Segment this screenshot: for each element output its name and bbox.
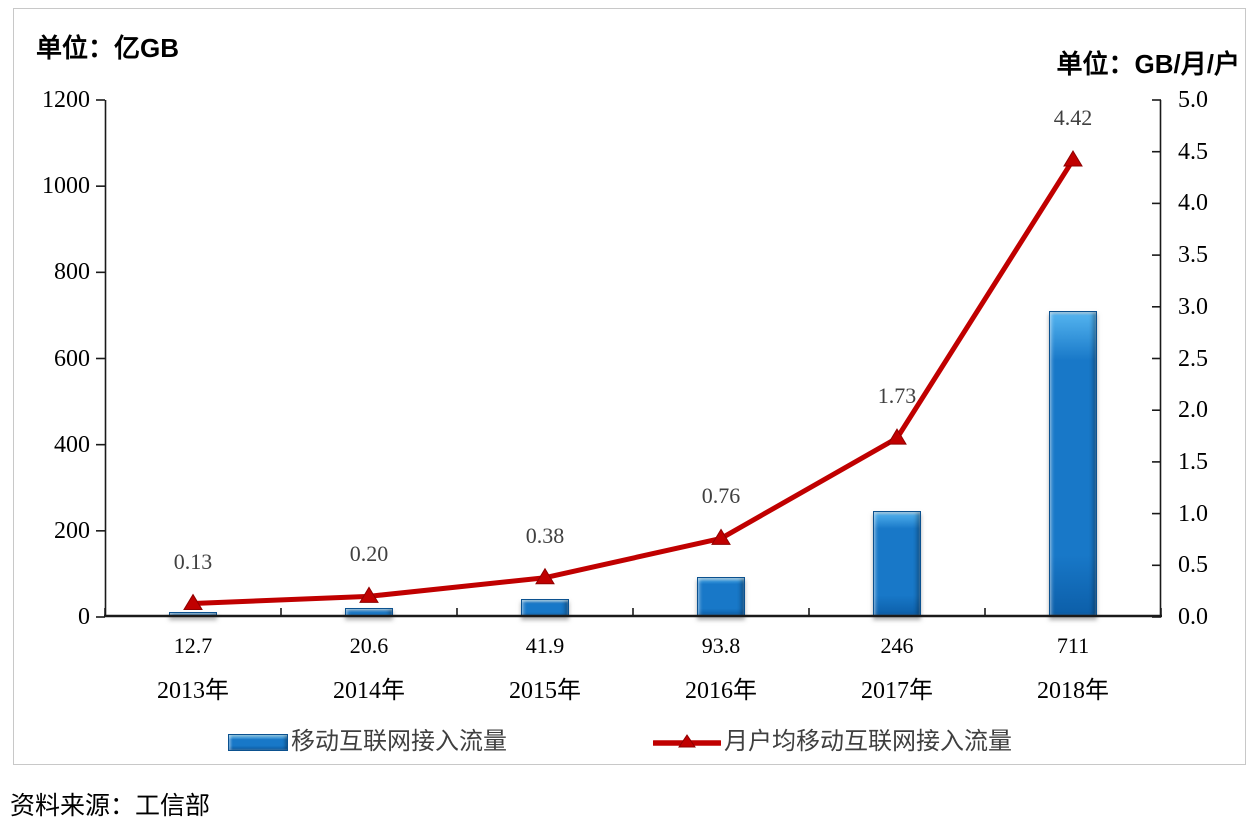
y-axis-right-tick-label: 3.0 [1178, 293, 1208, 320]
y-axis-left-tick-label: 400 [54, 431, 90, 458]
source-note: 资料来源：工信部 [10, 793, 211, 820]
y-axis-right-tick-label: 5.0 [1178, 87, 1208, 113]
category-label: 2017年 [861, 678, 933, 704]
category-label: 2018年 [1037, 678, 1109, 704]
legend-line-series-label: 月户均移动互联网接入流量 [724, 729, 1012, 755]
y-axis-right-tick-label: 1.5 [1178, 448, 1208, 475]
category-label: 2014年 [333, 678, 405, 704]
y-axis-left-tick-label: 800 [54, 259, 90, 286]
line-point-label: 1.73 [877, 383, 917, 409]
y-axis-right-tick-label: 4.5 [1178, 138, 1208, 165]
left-axis-unit-label: 单位：亿GB [36, 33, 180, 63]
bar-value-label: 41.9 [525, 633, 565, 658]
y-axis-left-tick-label: 1200 [42, 87, 90, 113]
line-point-label: 4.42 [1053, 104, 1093, 130]
y-axis-right-tick-label: 2.0 [1178, 397, 1208, 424]
bar [521, 598, 569, 617]
y-axis-left-tick-label: 200 [54, 517, 90, 544]
bar-value-label: 20.6 [349, 633, 389, 658]
bar [169, 611, 217, 617]
y-axis-right-tick-label: 2.5 [1178, 345, 1208, 372]
legend-bar-series-label: 移动互联网接入流量 [291, 729, 507, 755]
line-point-label: 0.13 [173, 548, 213, 574]
category-label: 2013年 [157, 678, 229, 704]
bar-value-label: 12.7 [173, 633, 213, 658]
bar-value-label: 246 [880, 633, 914, 658]
bar [345, 608, 393, 617]
legend-item-line-series: 月户均移动互联网接入流量 [651, 729, 1012, 755]
y-axis-right-tick-label: 4.0 [1178, 190, 1208, 217]
bar-value-label: 93.8 [701, 633, 741, 658]
y-axis-right-tick-label: 0.0 [1178, 604, 1208, 630]
bar [873, 511, 921, 617]
category-label: 2015年 [509, 678, 581, 704]
line-series-swatch-icon [651, 733, 723, 751]
right-axis-unit-label: 单位：GB/月/户 [1056, 49, 1240, 79]
line-point-label: 0.20 [349, 541, 389, 567]
y-axis-left-tick-label: 600 [54, 345, 90, 372]
y-axis-left-tick-label: 0 [78, 604, 90, 630]
bar-series-swatch-icon [228, 733, 288, 751]
legend-item-bar-series: 移动互联网接入流量 [228, 729, 507, 755]
y-axis-right-tick-label: 1.0 [1178, 500, 1208, 527]
bar [1049, 310, 1097, 617]
y-axis-right-tick-label: 0.5 [1178, 552, 1208, 579]
line-point-label: 0.38 [525, 522, 565, 548]
bar-value-label: 711 [1056, 633, 1090, 658]
bar [697, 576, 745, 617]
y-axis-left-tick-label: 1000 [42, 173, 90, 200]
line-point-label: 0.76 [701, 483, 741, 509]
y-axis-right-tick-label: 3.5 [1178, 242, 1208, 269]
category-label: 2016年 [685, 678, 757, 704]
